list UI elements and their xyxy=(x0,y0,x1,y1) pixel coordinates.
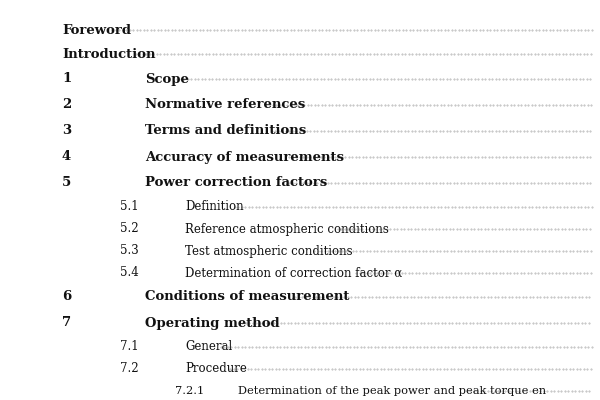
Text: 6: 6 xyxy=(62,290,71,304)
Text: Accuracy of measurements: Accuracy of measurements xyxy=(145,150,344,164)
Text: Scope: Scope xyxy=(145,72,189,86)
Text: 7.1: 7.1 xyxy=(120,340,139,354)
Text: Power correction factors: Power correction factors xyxy=(145,176,327,190)
Text: 1: 1 xyxy=(62,72,71,86)
Text: Determination of the peak power and peak torque en: Determination of the peak power and peak… xyxy=(238,386,546,396)
Text: 5.1: 5.1 xyxy=(120,200,139,214)
Text: Determination of correction factor α: Determination of correction factor α xyxy=(185,266,402,280)
Text: 4: 4 xyxy=(62,150,71,164)
Text: 7.2.1: 7.2.1 xyxy=(175,386,204,396)
Text: Procedure: Procedure xyxy=(185,362,247,376)
Text: 5.4: 5.4 xyxy=(120,266,139,280)
Text: 3: 3 xyxy=(62,124,71,138)
Text: Definition: Definition xyxy=(185,200,244,214)
Text: Operating method: Operating method xyxy=(145,316,280,330)
Text: 5.3: 5.3 xyxy=(120,244,139,258)
Text: Normative references: Normative references xyxy=(145,98,305,112)
Text: Terms and definitions: Terms and definitions xyxy=(145,124,306,138)
Text: General: General xyxy=(185,340,232,354)
Text: Reference atmospheric conditions: Reference atmospheric conditions xyxy=(185,222,389,236)
Text: Conditions of measurement: Conditions of measurement xyxy=(145,290,349,304)
Text: 7: 7 xyxy=(62,316,71,330)
Text: Foreword: Foreword xyxy=(62,24,131,36)
Text: Introduction: Introduction xyxy=(62,48,155,60)
Text: 5: 5 xyxy=(62,176,71,190)
Text: 7.2: 7.2 xyxy=(120,362,139,376)
Text: 5.2: 5.2 xyxy=(120,222,139,236)
Text: Test atmospheric conditions: Test atmospheric conditions xyxy=(185,244,353,258)
Text: 2: 2 xyxy=(62,98,71,112)
